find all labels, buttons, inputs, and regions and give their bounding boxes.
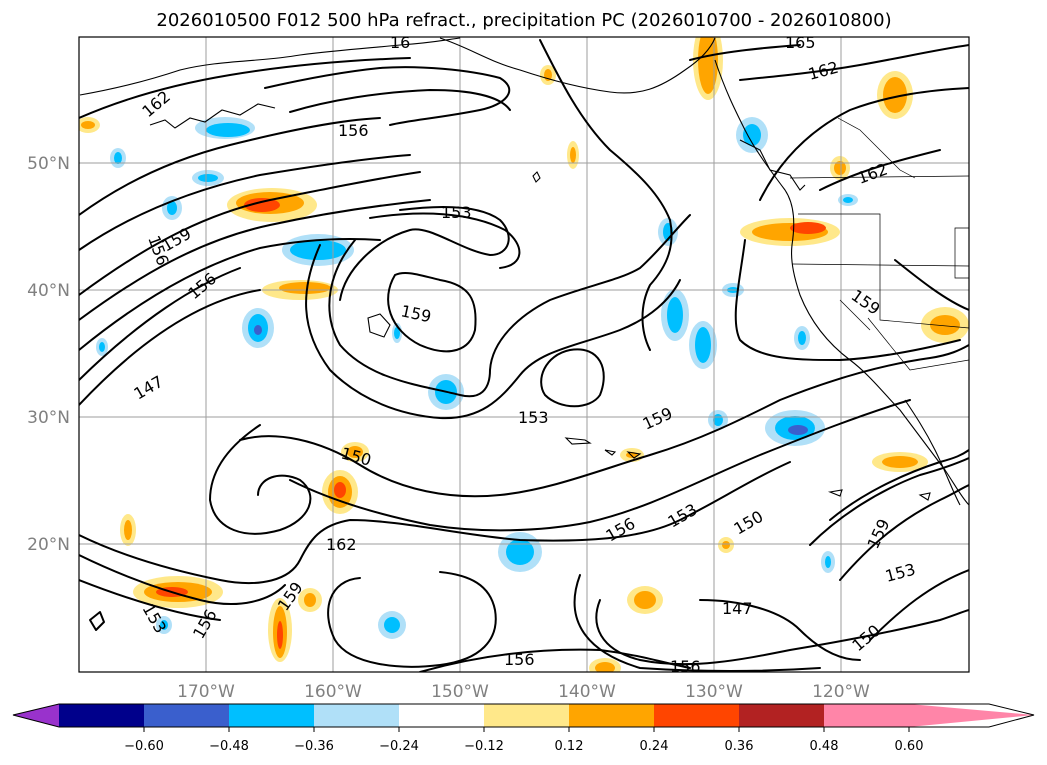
- lat-label: 40°N: [27, 281, 70, 301]
- contour-label: 156: [338, 121, 369, 140]
- precip-negative-patch: [167, 201, 177, 215]
- precip-positive-patch: [595, 662, 615, 672]
- precip-negative-patch: [843, 197, 853, 203]
- precip-negative-patch: [99, 342, 105, 352]
- precip-negative-patch: [695, 327, 711, 363]
- lon-label: 160°W: [304, 682, 362, 702]
- refractivity-contours: [79, 39, 969, 672]
- precip-negative-patch: [798, 331, 806, 345]
- precip-positive-patch: [124, 520, 132, 540]
- colorbar-segment: [59, 704, 144, 727]
- colorbar-ticks: −0.60 −0.48 −0.36 −0.24 −0.12 0.12 0.24 …: [124, 727, 923, 754]
- colorbar: [12, 703, 1035, 728]
- contour-label: 16: [390, 33, 410, 52]
- colorbar-segment: [739, 704, 824, 727]
- lon-label: 130°W: [685, 682, 743, 702]
- coastlines: [79, 37, 969, 506]
- lon-label: 140°W: [558, 682, 616, 702]
- contour-label: 156: [504, 650, 535, 669]
- precip-positive-patch: [634, 591, 656, 609]
- precip-positive-patch: [698, 37, 718, 94]
- state-borders: [789, 117, 969, 371]
- precip-positive-patch: [347, 446, 363, 458]
- precip-positive-patch: [304, 593, 316, 607]
- precip-negative-patch: [743, 124, 761, 146]
- contour-label: 153: [441, 203, 472, 222]
- colorbar-segment: [824, 704, 909, 727]
- colorbar-segment: [654, 704, 739, 727]
- colorbar-tick-label: −0.48: [209, 739, 249, 754]
- colorbar-tick-label: 0.12: [555, 739, 584, 754]
- colorbar-extend-min: [13, 704, 59, 727]
- colorbar-segment: [229, 704, 314, 727]
- precip-negative-patch: [667, 297, 683, 333]
- map-frame: [78, 36, 970, 673]
- contour-label: 165: [785, 33, 816, 52]
- colorbar-tick-label: −0.24: [379, 739, 419, 754]
- lon-label: 150°W: [431, 682, 489, 702]
- precip-positive-patch: [722, 541, 730, 549]
- precip-negative-patch: [206, 123, 250, 137]
- colorbar-extend-max: [909, 704, 1034, 727]
- lon-label: 120°W: [812, 682, 870, 702]
- precip-positive-patch: [930, 315, 960, 335]
- colorbar-tick-label: 0.48: [810, 739, 839, 754]
- colorbar-segment: [314, 704, 399, 727]
- contour-label: 162: [326, 535, 357, 554]
- lon-label: 170°W: [177, 682, 235, 702]
- contour-label: 153: [518, 408, 549, 427]
- precip-positive-patch: [277, 621, 283, 649]
- colorbar-segment: [484, 704, 569, 727]
- precip-negative-patch: [506, 539, 534, 565]
- lat-lon-grid: [79, 37, 969, 672]
- precip-positive-patch: [81, 121, 95, 129]
- precip-negative-patch: [254, 325, 262, 335]
- colorbar-segment: [144, 704, 229, 727]
- contour-label: 147: [722, 599, 753, 618]
- colorbar-tick-label: −0.12: [464, 739, 504, 754]
- precip-negative-patch: [384, 617, 400, 633]
- precip-positive-patch: [882, 456, 918, 468]
- precip-negative-patch: [825, 556, 831, 568]
- precip-positive-patch: [279, 282, 331, 294]
- precip-positive-patch: [244, 198, 280, 212]
- precip-positive-patch: [883, 77, 907, 113]
- precip-positive-patch: [790, 222, 826, 234]
- precip-negative-patch: [160, 620, 168, 630]
- precip-positive-patch: [570, 147, 576, 163]
- precip-negative-patch: [114, 152, 122, 164]
- precip-negative-patch: [788, 425, 808, 435]
- colorbar-segment: [569, 704, 654, 727]
- map-area: 162 156 153 159 156 156 147 159 153 159 …: [79, 33, 969, 676]
- colorbar-segment: [399, 704, 484, 727]
- colorbar-tick-label: 0.60: [895, 739, 924, 754]
- lat-label: 50°N: [27, 154, 70, 174]
- precip-positive-patch: [834, 161, 846, 175]
- precip-negative-patch: [394, 327, 400, 339]
- latitude-labels: 50°N 40°N 30°N 20°N: [27, 154, 70, 555]
- colorbar-outline: [12, 703, 1035, 728]
- longitude-labels: 170°W 160°W 150°W 140°W 130°W 120°W: [177, 682, 870, 702]
- precip-positive-patch: [334, 482, 346, 498]
- colorbar-tick-label: −0.36: [294, 739, 334, 754]
- lat-label: 30°N: [27, 408, 70, 428]
- contour-label: 156: [670, 657, 701, 676]
- colorbar-tick-label: 0.36: [725, 739, 754, 754]
- precip-negative-patch: [198, 174, 218, 182]
- colorbar-tick-label: 0.24: [640, 739, 669, 754]
- lat-label: 20°N: [27, 535, 70, 555]
- map-title: 2026010500 F012 500 hPa refract., precip…: [156, 10, 891, 31]
- colorbar-tick-label: −0.60: [124, 739, 164, 754]
